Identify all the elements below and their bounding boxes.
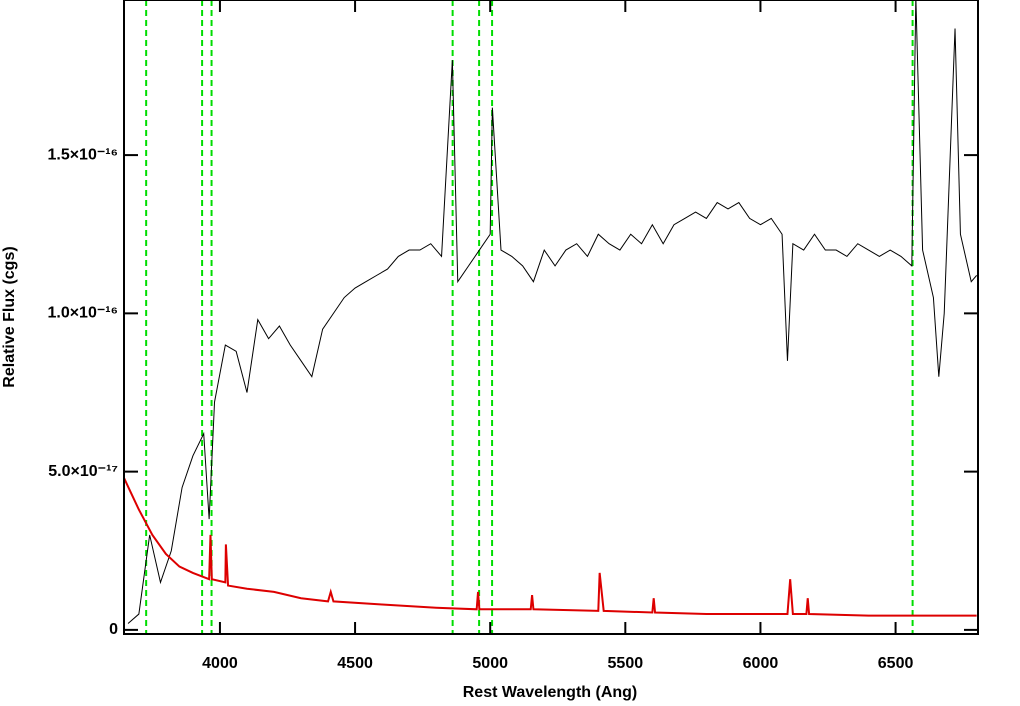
spectrum-line <box>124 477 977 617</box>
x-tick-label: 6000 <box>743 655 779 672</box>
x-tick-label: 4500 <box>337 655 373 672</box>
x-tick-label: 5500 <box>608 655 644 672</box>
plot-frame <box>123 0 979 635</box>
y-tick-label: 5.0×10⁻¹⁷ <box>48 463 118 480</box>
y-tick-label: 0 <box>109 621 118 638</box>
x-tick-label: 5000 <box>472 655 508 672</box>
x-tick-label: 4000 <box>202 655 238 672</box>
y-tick-label: 1.0×10⁻¹⁶ <box>47 305 118 322</box>
x-tick-label: 6500 <box>878 655 914 672</box>
plot-area <box>124 0 978 634</box>
y-axis-label: Relative Flux (cgs) <box>1 246 18 387</box>
x-axis-label: Rest Wavelength (Ang) <box>463 684 638 701</box>
spectrum-line <box>127 0 978 624</box>
y-tick-label: 1.5×10⁻¹⁶ <box>47 146 118 163</box>
